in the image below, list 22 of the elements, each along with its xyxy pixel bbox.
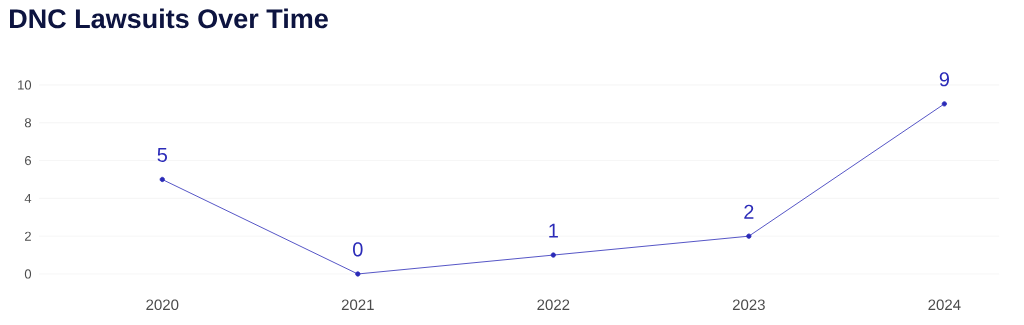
data-label: 5 bbox=[157, 147, 168, 162]
data-label: 2 bbox=[744, 204, 754, 219]
point bbox=[550, 252, 556, 258]
chart-title: DNC Lawsuits Over Time bbox=[10, 8, 328, 29]
x-tick-label: 2024 bbox=[928, 299, 961, 311]
data-label: 1 bbox=[549, 223, 558, 238]
data-label: 0 bbox=[353, 242, 363, 257]
y-tick-label: 8 bbox=[24, 118, 32, 128]
data-label: 9 bbox=[939, 72, 949, 87]
y-tick-label: 2 bbox=[25, 231, 31, 241]
point bbox=[159, 176, 165, 183]
y-tick-label: 4 bbox=[24, 193, 32, 203]
point bbox=[355, 271, 361, 277]
y-tick-label: 10 bbox=[18, 80, 32, 90]
x-tick-label: 2022 bbox=[537, 299, 570, 311]
point bbox=[941, 101, 947, 107]
point bbox=[746, 233, 752, 239]
x-tick-label: 2020 bbox=[146, 299, 179, 311]
x-tick-label: 2023 bbox=[732, 299, 765, 311]
x-tick-label: 2021 bbox=[341, 299, 374, 311]
y-tick-label: 0 bbox=[24, 269, 32, 279]
y-tick-label: 6 bbox=[25, 155, 32, 166]
